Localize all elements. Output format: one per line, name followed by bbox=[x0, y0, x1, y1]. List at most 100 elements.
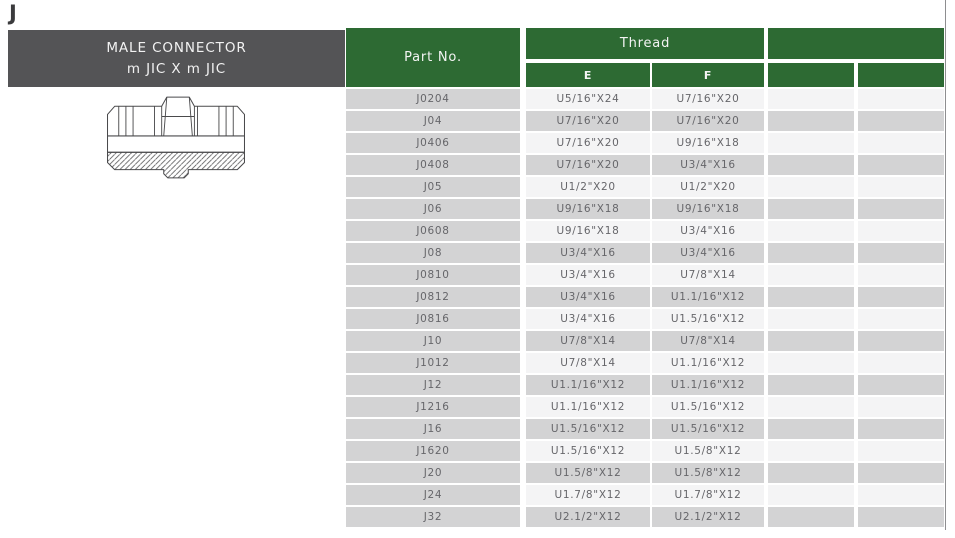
parts-table-body: J0204 U5/16"X24 U7/16"X20 J04 U7/16"X20 … bbox=[346, 88, 944, 527]
extra-cell-2 bbox=[858, 441, 944, 461]
extra-cell-1 bbox=[768, 287, 854, 307]
extra-cell-2 bbox=[858, 375, 944, 395]
header-extra-1 bbox=[768, 63, 854, 87]
thread-e-cell: U7/16"X20 bbox=[526, 133, 650, 153]
thread-f-cell: U7/16"X20 bbox=[652, 89, 764, 109]
part-no-cell: J0406 bbox=[346, 133, 520, 153]
product-title-banner: MALE CONNECTOR m JIC X m JIC bbox=[8, 30, 345, 87]
parts-table-header: Part No. Thread E F bbox=[346, 28, 944, 88]
extra-cell-1 bbox=[768, 265, 854, 285]
table-row: J24 U1.7/8"X12 U1.7/8"X12 bbox=[346, 485, 944, 505]
thread-e-cell: U1/2"X20 bbox=[526, 177, 650, 197]
header-extra-group bbox=[768, 28, 944, 59]
header-thread-e: E bbox=[526, 63, 650, 87]
extra-cell-1 bbox=[768, 331, 854, 351]
part-no-cell: J06 bbox=[346, 199, 520, 219]
table-row: J12 U1.1/16"X12 U1.1/16"X12 bbox=[346, 375, 944, 395]
table-row: J08 U3/4"X16 U3/4"X16 bbox=[346, 243, 944, 263]
product-title-line2: m JIC X m JIC bbox=[126, 60, 227, 77]
part-no-cell: J16 bbox=[346, 419, 520, 439]
part-no-cell: J05 bbox=[346, 177, 520, 197]
table-row: J0204 U5/16"X24 U7/16"X20 bbox=[346, 89, 944, 109]
table-row: J0608 U9/16"X18 U3/4"X16 bbox=[346, 221, 944, 241]
thread-f-cell: U9/16"X18 bbox=[652, 199, 764, 219]
extra-cell-1 bbox=[768, 353, 854, 373]
extra-cell-2 bbox=[858, 353, 944, 373]
thread-e-cell: U7/16"X20 bbox=[526, 111, 650, 131]
part-no-cell: J0816 bbox=[346, 309, 520, 329]
thread-f-cell: U1.5/8"X12 bbox=[652, 463, 764, 483]
parts-table: Part No. Thread E F J0204 U5/16"X24 U7/1… bbox=[346, 28, 944, 529]
table-row: J0816 U3/4"X16 U1.5/16"X12 bbox=[346, 309, 944, 329]
part-no-cell: J1620 bbox=[346, 441, 520, 461]
extra-cell-1 bbox=[768, 485, 854, 505]
thread-f-cell: U1/2"X20 bbox=[652, 177, 764, 197]
thread-e-cell: U3/4"X16 bbox=[526, 309, 650, 329]
thread-f-cell: U2.1/2"X12 bbox=[652, 507, 764, 527]
thread-f-cell: U1.5/8"X12 bbox=[652, 441, 764, 461]
thread-f-cell: U3/4"X16 bbox=[652, 221, 764, 241]
extra-cell-1 bbox=[768, 89, 854, 109]
header-thread-group: Thread bbox=[526, 28, 764, 59]
extra-cell-2 bbox=[858, 133, 944, 153]
extra-cell-2 bbox=[858, 331, 944, 351]
thread-f-cell: U1.1/16"X12 bbox=[652, 353, 764, 373]
part-no-cell: J0810 bbox=[346, 265, 520, 285]
part-no-cell: J0204 bbox=[346, 89, 520, 109]
thread-f-cell: U3/4"X16 bbox=[652, 155, 764, 175]
table-row: J05 U1/2"X20 U1/2"X20 bbox=[346, 177, 944, 197]
header-thread-f: F bbox=[652, 63, 764, 87]
extra-cell-1 bbox=[768, 397, 854, 417]
product-title-line1: MALE CONNECTOR bbox=[106, 40, 247, 57]
thread-e-cell: U7/8"X14 bbox=[526, 353, 650, 373]
thread-f-cell: U7/8"X14 bbox=[652, 331, 764, 351]
connector-technical-drawing bbox=[107, 96, 245, 179]
extra-cell-1 bbox=[768, 441, 854, 461]
part-no-cell: J08 bbox=[346, 243, 520, 263]
part-no-cell: J1012 bbox=[346, 353, 520, 373]
part-no-cell: J20 bbox=[346, 463, 520, 483]
header-extra-2 bbox=[858, 63, 944, 87]
table-row: J1620 U1.5/16"X12 U1.5/8"X12 bbox=[346, 441, 944, 461]
thread-f-cell: U1.5/16"X12 bbox=[652, 419, 764, 439]
thread-e-cell: U9/16"X18 bbox=[526, 199, 650, 219]
table-row: J0812 U3/4"X16 U1.1/16"X12 bbox=[346, 287, 944, 307]
extra-cell-2 bbox=[858, 89, 944, 109]
table-row: J06 U9/16"X18 U9/16"X18 bbox=[346, 199, 944, 219]
extra-cell-1 bbox=[768, 375, 854, 395]
table-row: J0810 U3/4"X16 U7/8"X14 bbox=[346, 265, 944, 285]
extra-cell-2 bbox=[858, 507, 944, 527]
extra-cell-1 bbox=[768, 507, 854, 527]
part-no-cell: J1216 bbox=[346, 397, 520, 417]
part-no-cell: J0812 bbox=[346, 287, 520, 307]
extra-cell-2 bbox=[858, 397, 944, 417]
thread-e-cell: U3/4"X16 bbox=[526, 287, 650, 307]
thread-f-cell: U7/8"X14 bbox=[652, 265, 764, 285]
extra-cell-2 bbox=[858, 309, 944, 329]
table-row: J32 U2.1/2"X12 U2.1/2"X12 bbox=[346, 507, 944, 527]
extra-cell-1 bbox=[768, 243, 854, 263]
thread-e-cell: U3/4"X16 bbox=[526, 243, 650, 263]
table-row: J1012 U7/8"X14 U1.1/16"X12 bbox=[346, 353, 944, 373]
thread-e-cell: U1.1/16"X12 bbox=[526, 397, 650, 417]
thread-f-cell: U1.1/16"X12 bbox=[652, 375, 764, 395]
header-part-no: Part No. bbox=[346, 28, 520, 87]
extra-cell-1 bbox=[768, 221, 854, 241]
thread-f-cell: U9/16"X18 bbox=[652, 133, 764, 153]
thread-f-cell: U1.5/16"X12 bbox=[652, 309, 764, 329]
table-row: J16 U1.5/16"X12 U1.5/16"X12 bbox=[346, 419, 944, 439]
part-no-cell: J0608 bbox=[346, 221, 520, 241]
thread-f-cell: U1.7/8"X12 bbox=[652, 485, 764, 505]
table-row: J10 U7/8"X14 U7/8"X14 bbox=[346, 331, 944, 351]
part-no-cell: J10 bbox=[346, 331, 520, 351]
extra-cell-2 bbox=[858, 177, 944, 197]
table-row: J04 U7/16"X20 U7/16"X20 bbox=[346, 111, 944, 131]
extra-cell-2 bbox=[858, 265, 944, 285]
part-no-cell: J04 bbox=[346, 111, 520, 131]
table-row: J0408 U7/16"X20 U3/4"X16 bbox=[346, 155, 944, 175]
table-row: J1216 U1.1/16"X12 U1.5/16"X12 bbox=[346, 397, 944, 417]
extra-cell-1 bbox=[768, 155, 854, 175]
extra-cell-1 bbox=[768, 199, 854, 219]
table-row: J0406 U7/16"X20 U9/16"X18 bbox=[346, 133, 944, 153]
thread-e-cell: U5/16"X24 bbox=[526, 89, 650, 109]
